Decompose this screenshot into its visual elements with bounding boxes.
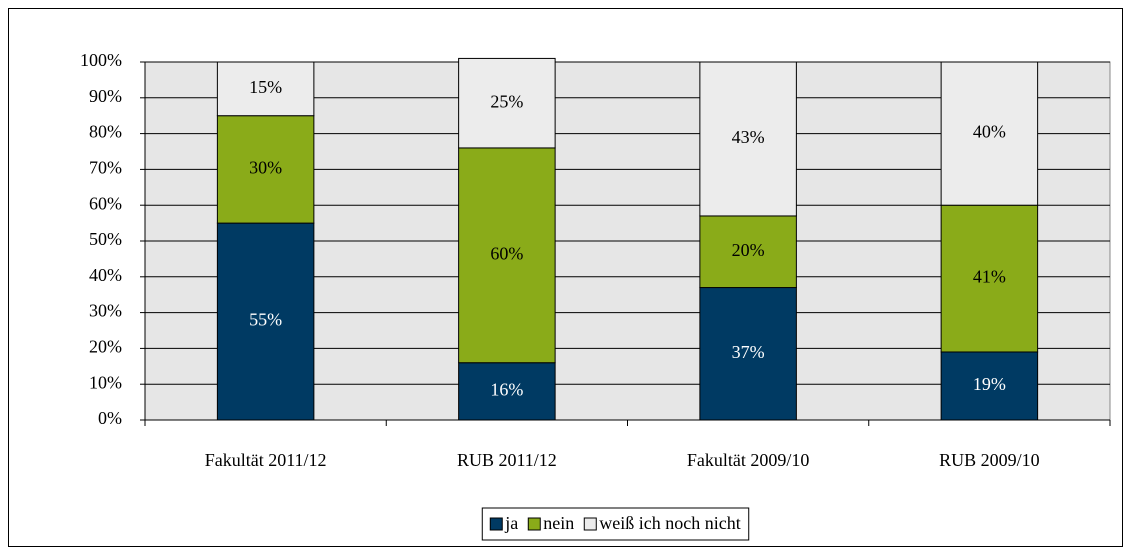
legend-label: weiß ich noch nicht [599, 513, 740, 533]
bar-segment [940, 351, 1039, 421]
value-label: 30% [249, 158, 282, 178]
value-label: 37% [732, 342, 765, 362]
y-tick-label: 0% [98, 408, 122, 428]
bar-segment [458, 362, 556, 421]
value-label: 43% [732, 127, 765, 147]
y-tick-label: 90% [89, 86, 122, 106]
bar-segment [940, 61, 1039, 206]
x-tick-label: Fakultät 2011/12 [205, 450, 327, 470]
x-tick-label: Fakultät 2009/10 [687, 450, 810, 470]
y-tick-label: 20% [89, 337, 122, 357]
value-label: 55% [249, 310, 282, 330]
y-tick-label: 30% [89, 301, 122, 321]
y-tick-label: 10% [89, 372, 122, 392]
bar-segment [699, 287, 797, 421]
legend-label: nein [543, 513, 574, 533]
y-tick-label: 50% [89, 229, 122, 249]
legend-label: ja [504, 513, 518, 533]
bar-segment [216, 222, 315, 421]
legend-swatch [527, 517, 541, 531]
legend-swatch [583, 517, 597, 531]
y-tick-label: 100% [80, 50, 122, 70]
value-label: 16% [490, 379, 523, 399]
bar-segment [458, 57, 556, 149]
y-tick-label: 70% [89, 158, 122, 178]
legend-swatch [489, 517, 503, 531]
x-tick-label: RUB 2009/10 [939, 450, 1040, 470]
bar-segment [458, 147, 556, 364]
bar-segment [699, 61, 797, 217]
bar-segment [216, 115, 315, 224]
legend-box [481, 507, 750, 541]
value-label: 40% [973, 122, 1006, 142]
legend: ja nein weiß ich noch nicht [481, 507, 750, 541]
y-tick-label: 40% [89, 265, 122, 285]
value-label: 41% [973, 267, 1006, 287]
y-tick-label: 80% [89, 122, 122, 142]
value-label: 25% [490, 91, 523, 111]
bar-segment [216, 61, 315, 117]
value-label: 20% [732, 240, 765, 260]
bar-segment [940, 204, 1039, 353]
value-label: 19% [973, 374, 1006, 394]
x-tick-label: RUB 2011/12 [457, 450, 557, 470]
y-tick-label: 60% [89, 193, 122, 213]
value-label: 60% [490, 243, 523, 263]
value-label: 15% [249, 77, 282, 97]
bar-segment [699, 215, 797, 289]
